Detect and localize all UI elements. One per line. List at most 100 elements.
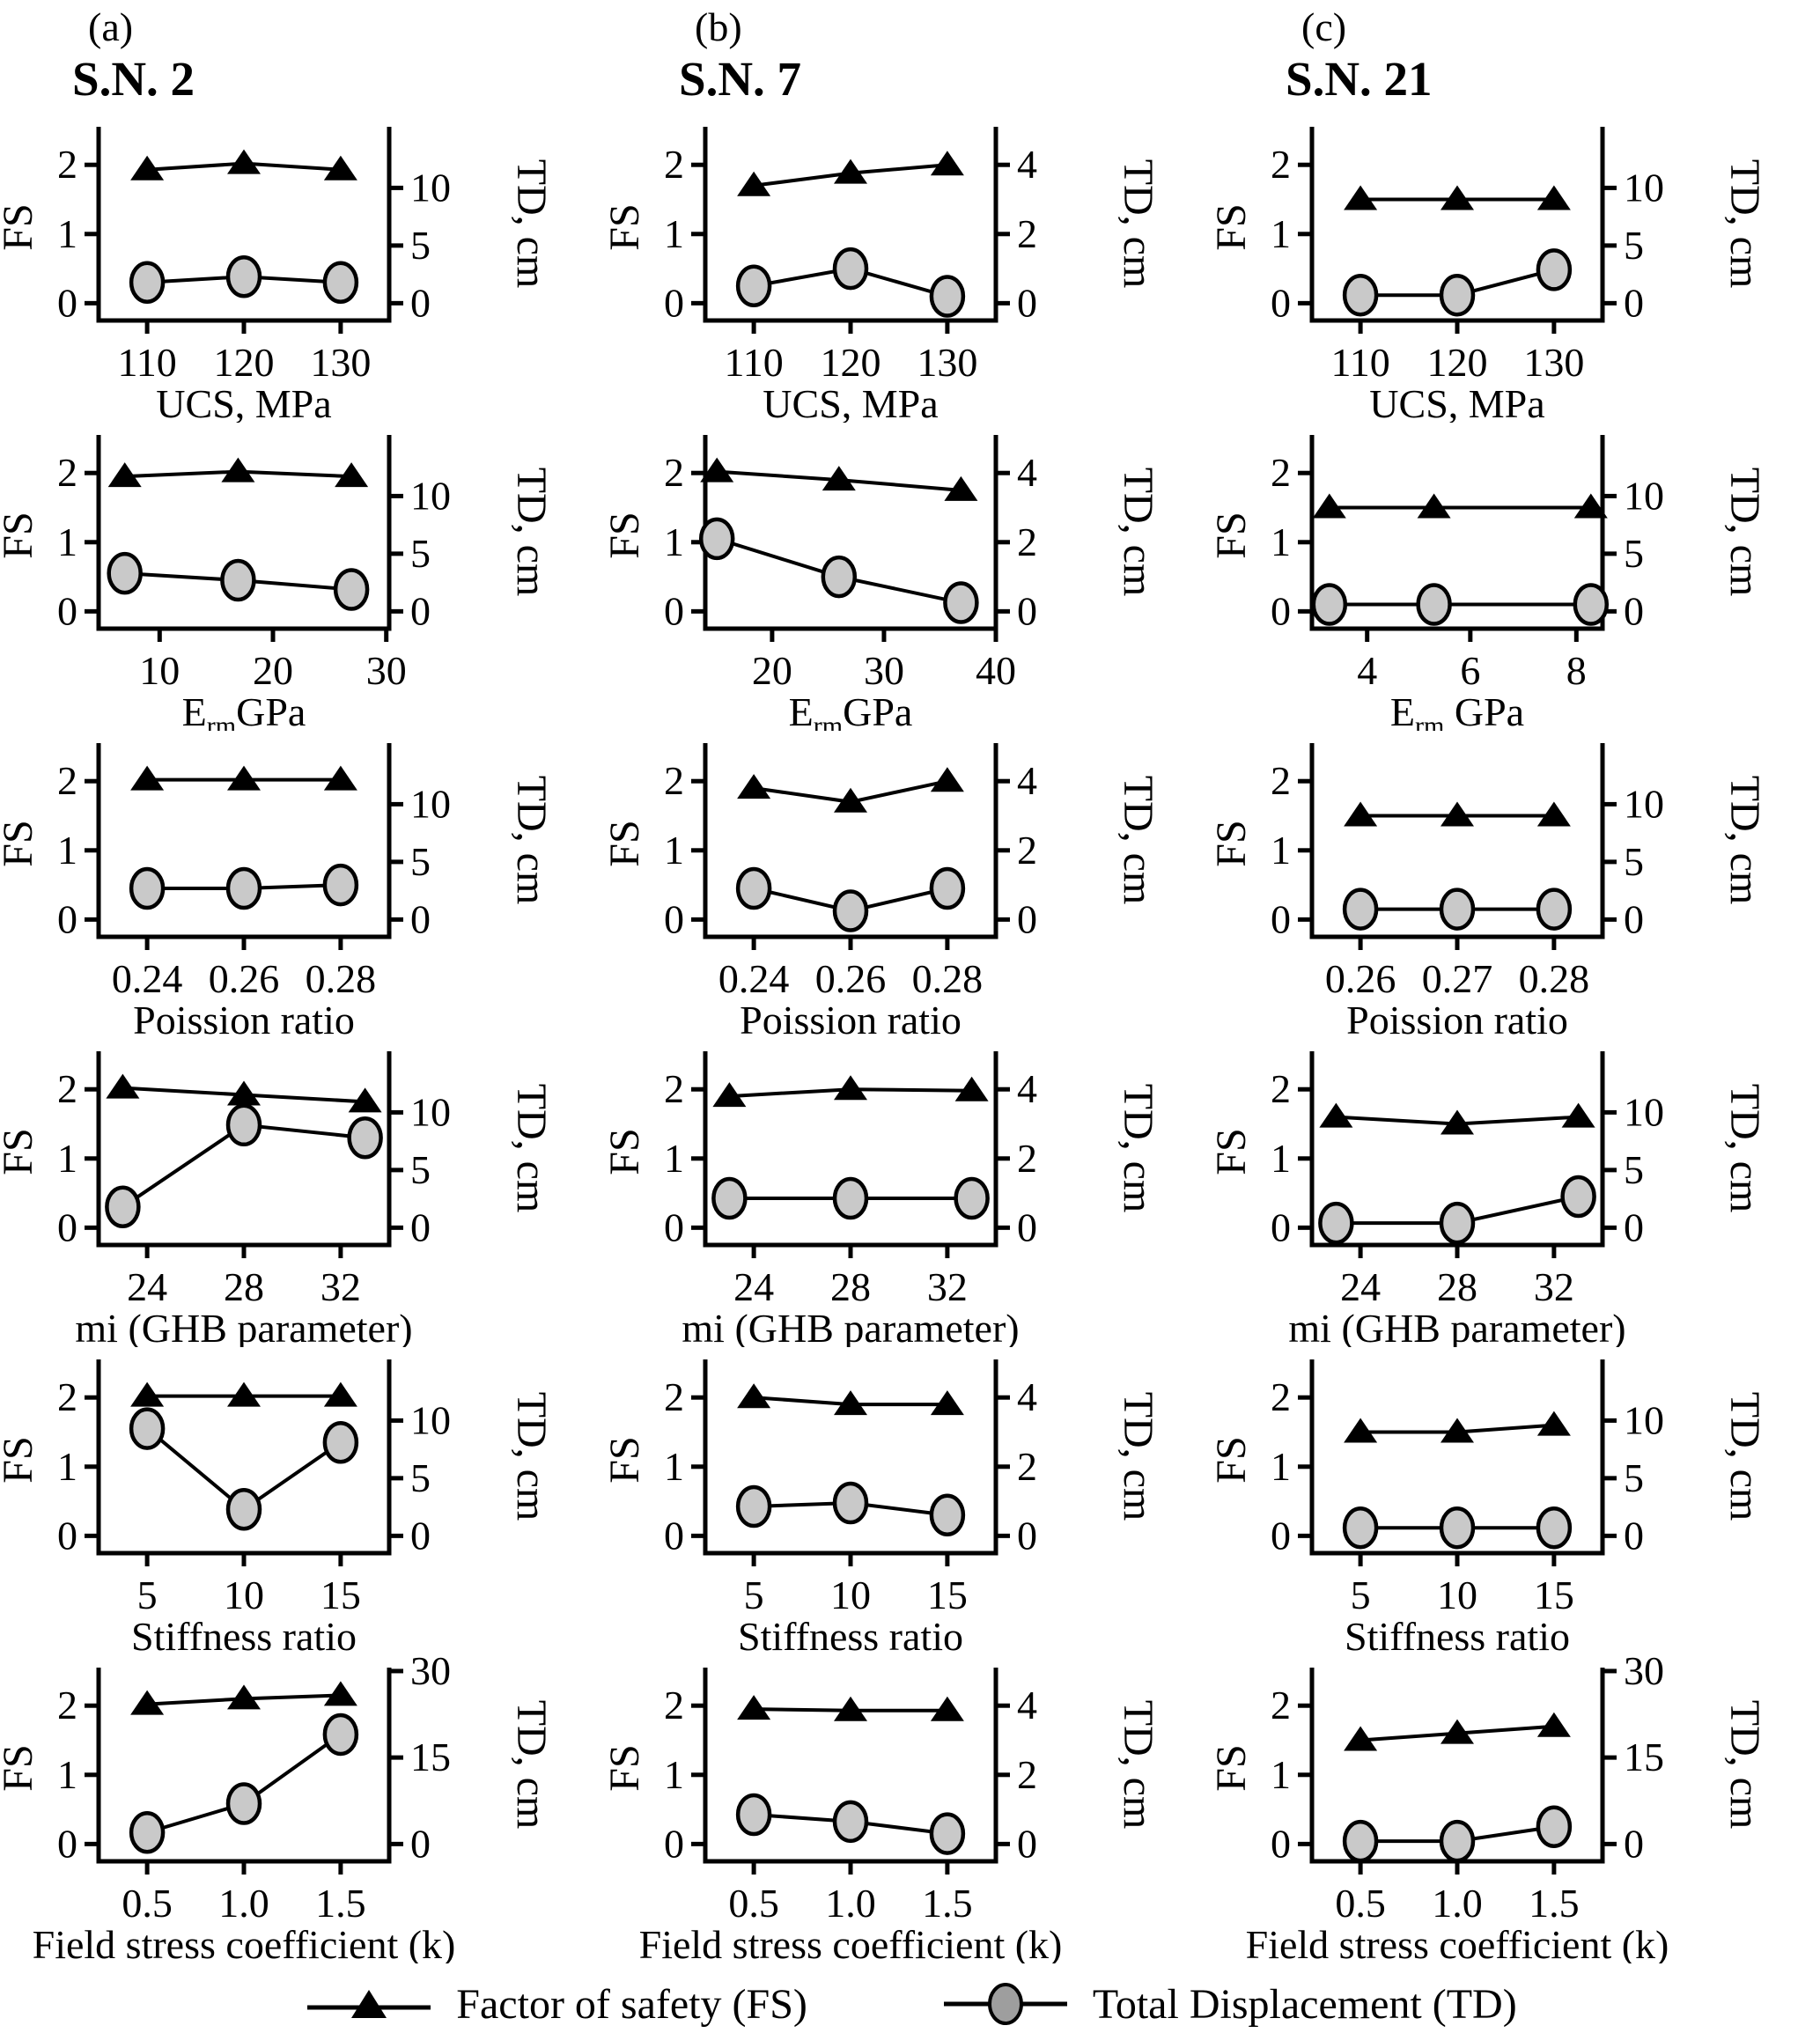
fs-tick-label: 1 <box>57 211 77 256</box>
fs-axis-label: FS <box>0 1744 41 1791</box>
fs-tick-label: 2 <box>664 142 684 187</box>
td-tick-label: 0 <box>1624 1204 1644 1249</box>
x-tick-label: 130 <box>1523 340 1584 385</box>
td-tick-label: 5 <box>410 1455 431 1500</box>
td-circle-marker <box>322 1421 359 1464</box>
x-axis-label: UCS, MPa <box>763 381 938 423</box>
td-tick-label: 10 <box>1624 1397 1664 1442</box>
td-circle-marker <box>698 517 735 561</box>
td-circle-marker <box>225 254 262 298</box>
fs-triangle-marker <box>930 767 964 792</box>
column-title-a: S.N. 2 <box>72 52 195 106</box>
td-tick-label: 10 <box>410 165 451 210</box>
fs-triangle-marker <box>227 149 261 174</box>
fs-tick-label: 0 <box>664 588 684 633</box>
x-axis-label: UCS, MPa <box>156 381 331 423</box>
fs-triangle-marker <box>834 1075 867 1101</box>
fs-axis-label: FS <box>607 512 648 558</box>
x-tick-label: 0.28 <box>912 956 984 1001</box>
td-circle-marker <box>832 1176 869 1220</box>
fs-triangle-marker <box>1441 1418 1474 1443</box>
td-tick-label: 10 <box>1624 1089 1664 1134</box>
td-tick-label: 10 <box>1624 473 1664 518</box>
fs-tick-label: 0 <box>1271 280 1291 325</box>
triangle-marker-icon <box>307 1990 431 2018</box>
td-axis-label: TD, cm <box>508 1084 555 1213</box>
fs-tick-label: 1 <box>57 828 77 873</box>
x-tick-label: 0.26 <box>209 956 280 1001</box>
td-circle-marker <box>107 551 143 595</box>
x-tick-label: 5 <box>1351 1573 1371 1617</box>
fs-tick-label: 0 <box>664 280 684 325</box>
chart-b-mi: 0 1 2 0 2 4 24 28 32 mi (GHB parameter) FS TD, cm <box>601 1039 1213 1351</box>
panel-label-a: (a) <box>88 4 134 49</box>
fs-tick-label: 1 <box>664 828 684 873</box>
fs-tick-label: 0 <box>1271 896 1291 941</box>
td-tick-label: 0 <box>1624 280 1644 325</box>
td-tick-label: 0 <box>1017 588 1037 633</box>
fs-axis-label: FS <box>0 820 41 866</box>
fs-tick-label: 2 <box>1271 1066 1291 1111</box>
td-circle-marker <box>929 275 966 318</box>
td-tick-label: 4 <box>1017 1066 1037 1111</box>
x-tick-label: 8 <box>1566 648 1587 693</box>
fs-triangle-marker <box>712 1082 747 1108</box>
x-tick-label: 15 <box>321 1573 361 1617</box>
fs-triangle-marker <box>1536 801 1571 827</box>
fs-axis-label: FS <box>607 1436 648 1483</box>
x-axis-label: UCS, MPa <box>1369 381 1544 423</box>
td-circle-marker <box>1573 583 1610 626</box>
fs-triangle-marker <box>130 1381 165 1407</box>
chart-b-k: 0 1 2 0 2 4 0.5 1.0 1.5 Field stress coefficient … <box>601 1655 1213 1967</box>
legend-label-fs: Factor of safety (FS) <box>456 1980 807 2028</box>
chart-b-poisson: 0 1 2 0 2 4 0.24 0.26 0.28 Poission ratio FS TD, cm <box>601 731 1213 1042</box>
x-tick-label: 1.5 <box>315 1881 366 1926</box>
td-circle-marker <box>711 1176 748 1220</box>
fs-triangle-marker <box>1319 1102 1353 1128</box>
fs-triangle-marker <box>1536 1712 1571 1737</box>
legend-label-td: Total Displacement (TD) <box>1092 1980 1517 2028</box>
fs-tick-label: 1 <box>57 1752 77 1797</box>
x-tick-label: 5 <box>137 1573 158 1617</box>
td-circle-marker <box>735 866 772 910</box>
x-tick-label: 40 <box>976 648 1016 693</box>
td-tick-label: 30 <box>410 1655 451 1693</box>
fs-triangle-marker <box>323 155 357 180</box>
fs-tick-label: 2 <box>664 1683 684 1727</box>
x-tick-label: 20 <box>752 648 792 693</box>
td-tick-label: 2 <box>1017 1752 1037 1797</box>
charts-grid: 0 1 2 0 5 10 110 120 130 UCS, MPa FS TD, cm 0 1 2 0 2 4 11… <box>0 114 1820 1967</box>
x-tick-label: 110 <box>724 340 783 385</box>
x-tick-label: 5 <box>744 1573 764 1617</box>
fs-triangle-marker <box>1441 185 1474 210</box>
x-tick-label: 0.24 <box>112 956 183 1001</box>
fs-triangle-marker <box>227 1381 261 1407</box>
fs-axis-label: FS <box>1213 1436 1255 1483</box>
td-axis-label: TD, cm <box>508 776 555 905</box>
td-circle-marker <box>322 1713 359 1757</box>
td-tick-label: 15 <box>1624 1735 1664 1779</box>
x-tick-label: 28 <box>224 1264 264 1309</box>
td-circle-marker <box>105 1185 141 1229</box>
td-axis-label: TD, cm <box>1721 468 1768 597</box>
td-tick-label: 10 <box>410 473 451 518</box>
td-circle-marker <box>129 1811 166 1854</box>
td-axis-label: TD, cm <box>1721 776 1768 905</box>
td-tick-label: 4 <box>1017 142 1037 187</box>
fs-tick-label: 2 <box>57 1066 77 1111</box>
td-circle-marker <box>1536 888 1573 931</box>
td-tick-label: 30 <box>1624 1655 1664 1693</box>
td-axis-label: TD, cm <box>1115 468 1161 597</box>
fs-axis-label: FS <box>1213 820 1255 866</box>
fs-axis-label: FS <box>0 512 41 558</box>
fs-axis-label: FS <box>1213 512 1255 558</box>
chart-b-erm: 0 1 2 0 2 4 20 30 40 ErmGPa FS TD, cm <box>601 423 1213 740</box>
column-header-a: (a) S.N. 2 <box>0 7 607 114</box>
fs-tick-label: 1 <box>664 1752 684 1797</box>
fs-triangle-marker <box>1344 801 1378 827</box>
x-axis-label: Field stress coefficient (k) <box>33 1922 456 1963</box>
fs-tick-label: 1 <box>1271 1444 1291 1489</box>
